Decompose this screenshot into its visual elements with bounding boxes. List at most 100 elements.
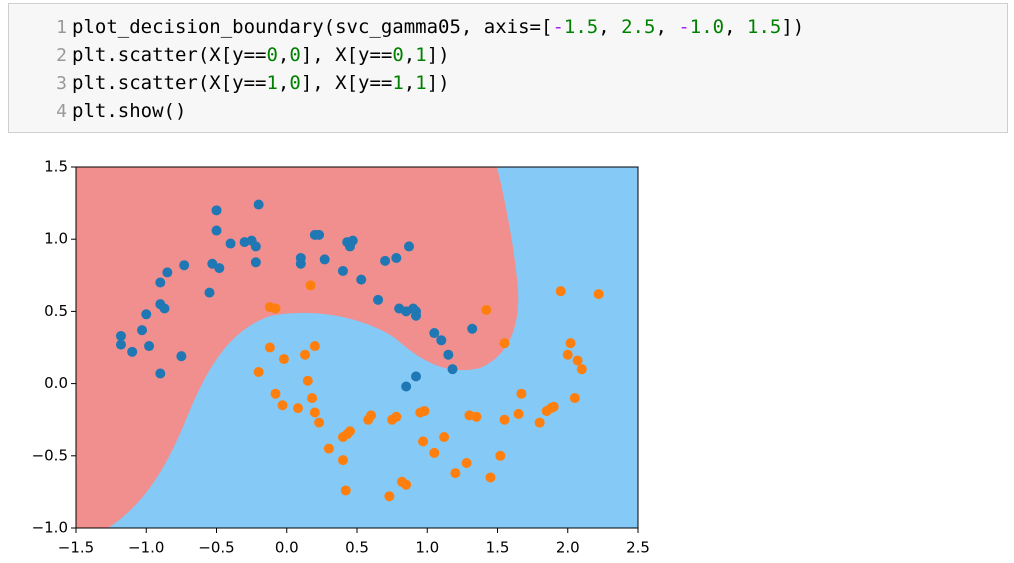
x-tick-label: 0.5 — [345, 539, 369, 557]
point — [499, 338, 510, 349]
x-tick-label: −1.0 — [128, 539, 164, 557]
point — [115, 339, 126, 350]
point — [366, 410, 377, 421]
code-token: 2.5 — [621, 16, 656, 38]
y-tick-label: −0.5 — [32, 446, 68, 464]
point — [307, 393, 318, 404]
point — [380, 255, 391, 266]
code-token: 1 — [392, 72, 404, 94]
code-line: plt.scatter(X[y==0,0], X[y==0,1]) — [72, 44, 450, 66]
point — [337, 455, 348, 466]
point — [576, 364, 587, 375]
point — [204, 287, 215, 298]
y-tick-label: 1.0 — [44, 230, 68, 248]
point — [344, 426, 355, 437]
point — [115, 330, 126, 341]
point — [179, 260, 190, 271]
region-class-0 — [76, 167, 519, 528]
code-token: plt.scatter(X[y== — [72, 44, 267, 66]
code-token: - — [678, 16, 690, 38]
point — [499, 414, 510, 425]
code-token: 0 — [289, 44, 301, 66]
code-token: 1 — [266, 72, 278, 94]
point — [411, 306, 422, 317]
code-line: plot_decision_boundary(svc_gamma05, axis… — [72, 16, 804, 38]
point — [467, 323, 478, 334]
point — [555, 286, 566, 297]
point — [337, 265, 348, 276]
point — [323, 443, 334, 454]
point — [471, 411, 482, 422]
code-token: , — [598, 16, 622, 38]
point — [593, 289, 604, 300]
code-cell[interactable]: 1 2 3 4 plot_decision_boundary(svc_gamma… — [8, 3, 1008, 133]
code-token: ], X[y== — [300, 44, 393, 66]
code-token: ]) — [781, 16, 805, 38]
point — [447, 364, 458, 375]
point — [565, 338, 576, 349]
x-tick-label: −0.5 — [198, 539, 234, 557]
x-tick-label: 2.0 — [556, 539, 580, 557]
point — [155, 368, 166, 379]
code-token: , — [277, 44, 290, 66]
point — [572, 355, 583, 366]
point — [415, 407, 426, 418]
point — [516, 388, 527, 399]
code-token: 1 — [415, 72, 427, 94]
code-token: 1 — [415, 44, 427, 66]
x-tick-label: 0.0 — [275, 539, 299, 557]
point — [162, 267, 173, 278]
point — [250, 257, 261, 268]
point — [391, 252, 402, 263]
code-token: 1.0 — [689, 16, 725, 38]
point — [211, 225, 222, 236]
point — [411, 371, 422, 382]
point — [391, 411, 402, 422]
code-token: , — [655, 16, 679, 38]
point — [481, 304, 492, 315]
point — [159, 303, 170, 314]
point — [295, 252, 306, 263]
plot-area — [115, 199, 604, 502]
code-line: plt.show() — [72, 100, 186, 122]
point — [278, 354, 289, 365]
point — [155, 277, 166, 288]
point — [373, 294, 384, 305]
x-tick-label: −1.5 — [58, 539, 94, 557]
code-token: , — [403, 72, 416, 94]
code-token: 0 — [266, 44, 278, 66]
point — [461, 458, 472, 469]
point — [485, 472, 496, 483]
point — [418, 436, 429, 447]
point — [253, 199, 264, 210]
line-number: 2 — [56, 45, 67, 66]
point — [439, 432, 450, 443]
point — [319, 254, 330, 265]
code-token: 0 — [289, 72, 301, 94]
code-token: plt.scatter(X[y== — [72, 72, 267, 94]
point — [176, 351, 187, 362]
point — [141, 309, 152, 320]
point — [314, 229, 325, 240]
line-number: 4 — [56, 101, 67, 122]
point — [270, 388, 281, 399]
point — [429, 447, 440, 458]
point — [137, 325, 148, 336]
point — [305, 280, 316, 291]
x-tick-label: 1.0 — [415, 539, 439, 557]
point — [211, 205, 222, 216]
code-token: , — [277, 72, 290, 94]
point — [302, 375, 313, 386]
code-token: ]) — [426, 72, 450, 94]
point — [356, 274, 367, 285]
code-token: 1.5 — [747, 16, 782, 38]
code-line: plt.scatter(X[y==1,0], X[y==1,1]) — [72, 72, 450, 94]
point — [403, 241, 414, 252]
point — [545, 403, 556, 414]
point — [253, 367, 264, 378]
point — [495, 450, 506, 461]
point — [534, 417, 545, 428]
point — [384, 491, 395, 502]
code-token: plt.show() — [72, 100, 187, 122]
